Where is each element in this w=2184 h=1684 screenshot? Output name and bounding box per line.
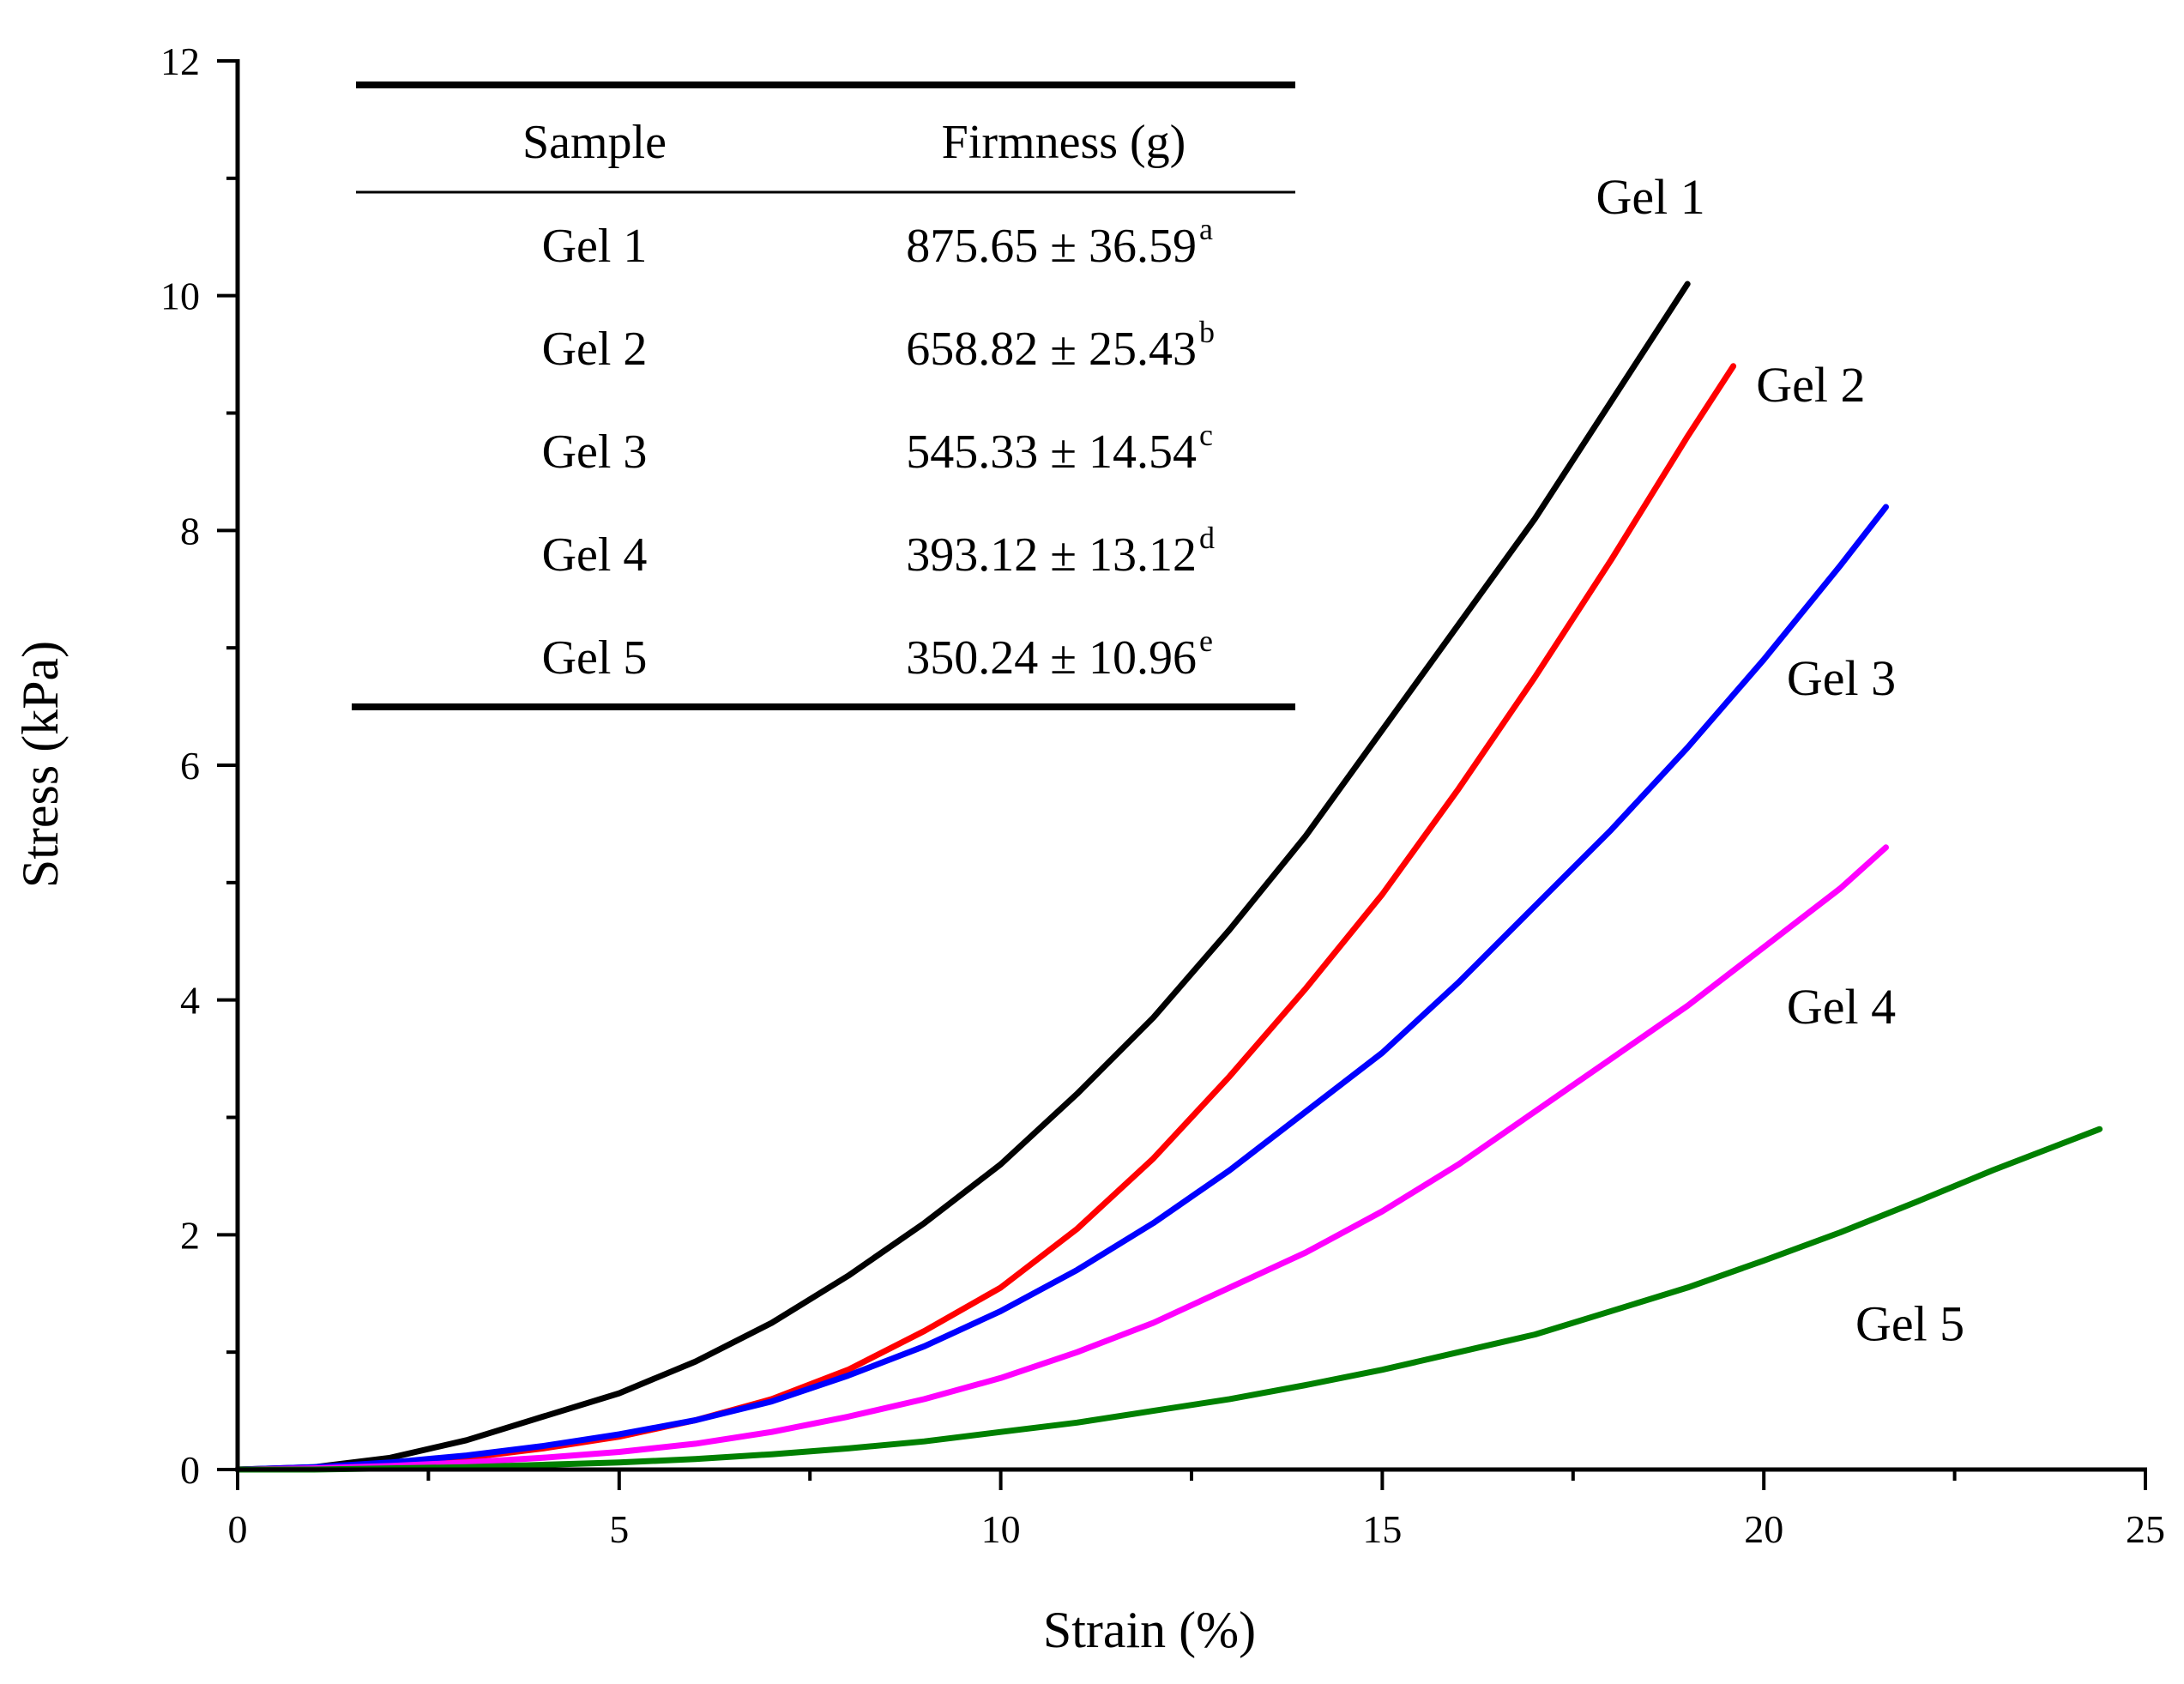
ticks: 0 5 10 15 20 25 0 2 4 6 8 10 12 (160, 39, 2165, 1551)
table-cell-significance: e (1199, 624, 1213, 658)
table-header-sample: Sample (522, 116, 667, 169)
series-layer (234, 281, 2103, 1473)
x-tick-label: 25 (2126, 1507, 2165, 1551)
x-tick-label: 0 (228, 1507, 248, 1551)
table-header-firmness: Firmness (g) (942, 116, 1186, 169)
curve-label-gel-1: Gel 1 (1596, 169, 1704, 225)
curve-label-gel-4: Gel 4 (1787, 979, 1896, 1035)
table-cell-firmness: 393.12 ± 13.12 (906, 528, 1197, 582)
y-tick-label: 4 (180, 979, 200, 1023)
series-line-gel-1 (234, 281, 1691, 1473)
x-tick-label: 5 (609, 1507, 629, 1551)
series-line-gel-4 (234, 844, 1889, 1473)
table-cell-firmness: 545.33 ± 14.54 (906, 426, 1197, 479)
table-cell-sample: Gel 2 (542, 323, 648, 376)
table-rows: Gel 1 875.65 ± 36.59 a Gel 2 658.82 ± 25.43 b… (542, 212, 1215, 685)
y-tick-label: 6 (180, 744, 200, 788)
table-cell-significance: a (1199, 212, 1213, 246)
curve-label-gel-3: Gel 3 (1787, 650, 1896, 706)
table-cell-significance: b (1199, 315, 1215, 349)
x-axis-label: Strain (%) (1043, 1602, 1256, 1658)
table-cell-significance: d (1199, 521, 1215, 555)
table-cell-sample: Gel 4 (542, 528, 648, 582)
y-tick-label: 8 (180, 509, 200, 552)
y-axis-label: Stress (kPa) (12, 641, 69, 888)
y-tick-label: 0 (180, 1448, 200, 1492)
curve-label-gel-2: Gel 2 (1756, 357, 1865, 413)
table-cell-firmness: 658.82 ± 25.43 (906, 323, 1197, 376)
table-cell-sample: Gel 5 (542, 631, 648, 685)
x-tick-label: 15 (1362, 1507, 1402, 1551)
table-cell-sample: Gel 3 (542, 426, 648, 479)
table-cell-significance: c (1199, 418, 1213, 452)
series-line-gel-3 (234, 504, 1889, 1473)
curve-label-gel-5: Gel 5 (1855, 1295, 1964, 1351)
y-tick-label: 2 (180, 1213, 200, 1257)
y-tick-label: 10 (160, 275, 200, 318)
table-cell-firmness: 350.24 ± 10.96 (906, 631, 1197, 685)
table-cell-firmness: 875.65 ± 36.59 (906, 220, 1197, 273)
inset-table: Sample Firmness (g) Gel 1 875.65 ± 36.59 a… (352, 81, 1295, 710)
table-cell-sample: Gel 1 (542, 220, 648, 273)
curve-labels: Gel 1 Gel 2 Gel 3 Gel 4 Gel 5 (1596, 169, 1964, 1352)
y-tick-label: 12 (160, 39, 200, 83)
x-tick-label: 20 (1744, 1507, 1783, 1551)
series-line-gel-5 (234, 1126, 2103, 1473)
x-tick-label: 10 (981, 1507, 1021, 1551)
